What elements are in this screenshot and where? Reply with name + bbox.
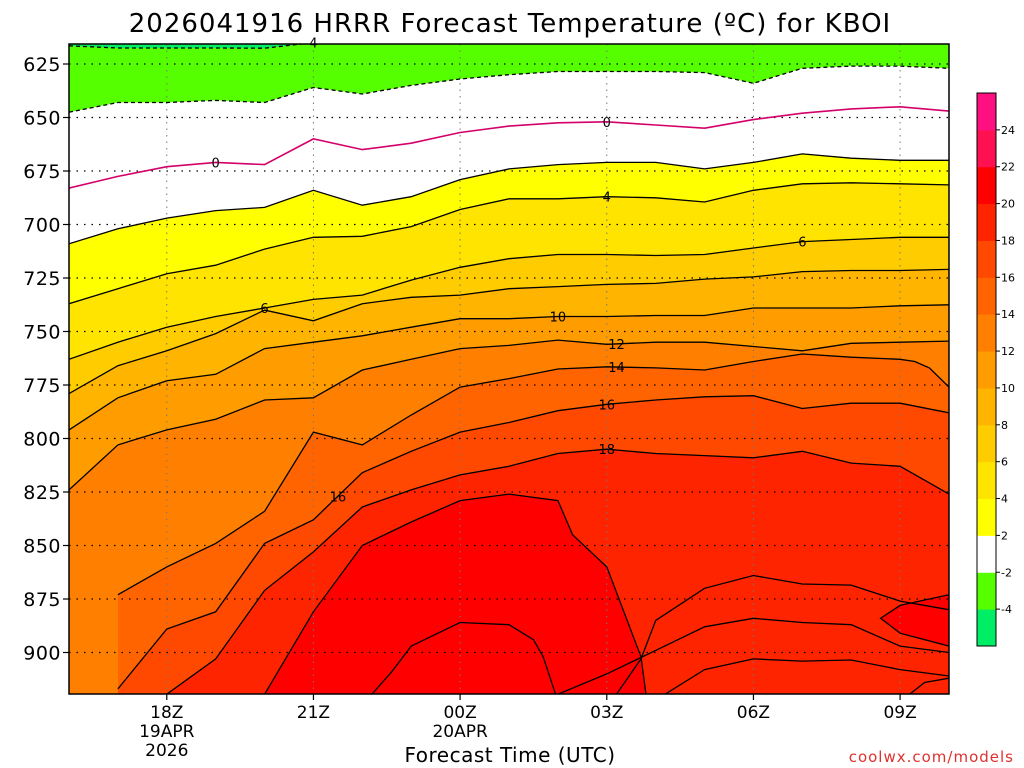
contour-label: 6 — [260, 302, 268, 317]
y-tick-label: 725 — [23, 268, 61, 290]
contour-label: 16 — [599, 398, 616, 413]
contour-line — [69, 304, 949, 431]
fill-pocket — [264, 494, 646, 694]
colorbar-swatch — [977, 498, 996, 536]
colorbar-swatch — [977, 166, 996, 205]
colorbar-swatch — [977, 129, 996, 168]
contour-label: 4 — [603, 191, 611, 206]
contour-line — [117, 353, 949, 596]
contour-line — [69, 65, 949, 113]
y-tick-label: 625 — [23, 54, 61, 76]
contour-line — [371, 621, 557, 694]
colorbar-label: 22 — [1001, 161, 1015, 174]
colorbar-label: 6 — [1001, 456, 1008, 469]
contour-line — [264, 493, 647, 694]
contour-line — [909, 677, 949, 694]
contour-line — [557, 617, 949, 694]
contour-line — [616, 574, 949, 694]
y-tick-label: 900 — [23, 643, 61, 665]
contour-line — [69, 153, 949, 245]
x-tick-label: 18Z — [150, 703, 183, 723]
colorbar-frame — [976, 92, 997, 647]
colorbar-swatch — [977, 203, 996, 241]
temperature-fill-layers — [69, 44, 949, 694]
colorbar-swatch — [977, 93, 996, 131]
contour-line — [879, 594, 949, 647]
y-tick-label: 875 — [23, 589, 61, 611]
colorbar-swatch — [977, 277, 996, 315]
y-tick-label: 700 — [23, 215, 61, 237]
colorbar-swatch — [977, 535, 996, 573]
contour-line — [69, 105, 949, 189]
colorbar-label: 12 — [1001, 345, 1015, 358]
contour-label: 18 — [599, 443, 616, 458]
colorbar-swatch — [977, 314, 996, 352]
ground-fill — [69, 696, 949, 698]
colorbar-swatch — [977, 609, 996, 647]
colorbar-swatch — [977, 572, 996, 610]
y-tick-label: 775 — [23, 375, 61, 397]
colorbar-label: 16 — [1001, 271, 1015, 284]
colorbar-label: 20 — [1001, 198, 1015, 211]
x-tick-date: 19APR — [139, 722, 195, 742]
x-tick-year: 2026 — [145, 741, 188, 761]
y-tick-label: 850 — [23, 536, 61, 558]
contour-label: 6 — [798, 236, 806, 251]
contour-label: 14 — [608, 361, 625, 376]
credit-text: coolwx.com/models — [849, 748, 1014, 766]
contour-line — [69, 182, 949, 305]
contour-line — [117, 395, 949, 690]
x-axis-label: Forecast Time (UTC) — [404, 743, 615, 767]
colorbar-label: 8 — [1001, 419, 1008, 432]
colorbar-label: 10 — [1001, 382, 1015, 395]
contour-label: 10 — [550, 311, 567, 326]
x-tick-label: 09Z — [883, 703, 916, 723]
colorbar-label: 24 — [1001, 124, 1015, 137]
colorbar-label: 2 — [1001, 529, 1008, 542]
contour-line — [166, 448, 949, 694]
x-tick-label: 00Z — [443, 703, 476, 723]
contour-label: 12 — [608, 338, 625, 353]
colorbar-label: 14 — [1001, 308, 1015, 321]
colorbar-label: 4 — [1001, 493, 1008, 506]
contour-label: 0 — [603, 116, 611, 131]
colorbar-swatch — [977, 351, 996, 389]
contour-line — [69, 236, 949, 360]
colorbar-swatch — [977, 240, 996, 278]
gridlines — [69, 44, 949, 694]
contour-line — [69, 339, 949, 491]
colorbar-label: -2 — [1001, 566, 1012, 579]
colorbar-swatch — [977, 424, 996, 463]
contour-line — [69, 268, 949, 395]
contour-line — [665, 658, 949, 694]
y-tick-label: 650 — [23, 108, 61, 130]
x-tick-label: 21Z — [297, 703, 330, 723]
colorbar-swatch — [977, 461, 996, 500]
contour-label: 0 — [212, 156, 220, 171]
contour-lines — [69, 44, 949, 694]
contour-label: 16 — [330, 490, 347, 505]
x-tick-date: 20APR — [432, 722, 488, 742]
y-axis: 625 650 675 700 725 750 775 800 825 850 875 900 — [23, 54, 69, 665]
x-tick-label: 03Z — [590, 703, 623, 723]
plot-frame — [68, 43, 950, 695]
colorbar-label: 18 — [1001, 234, 1015, 247]
chart-title: 2026041916 HRRR Forecast Temperature (ºC… — [129, 9, 891, 39]
colorbar-label: -4 — [1001, 603, 1012, 616]
x-tick-label: 06Z — [737, 703, 770, 723]
y-tick-label: 800 — [23, 429, 61, 451]
y-tick-label: 750 — [23, 322, 61, 344]
y-tick-label: 675 — [23, 161, 61, 183]
ground-surface — [69, 696, 949, 698]
y-tick-label: 825 — [23, 482, 61, 504]
colorbar-swatch — [977, 387, 996, 426]
